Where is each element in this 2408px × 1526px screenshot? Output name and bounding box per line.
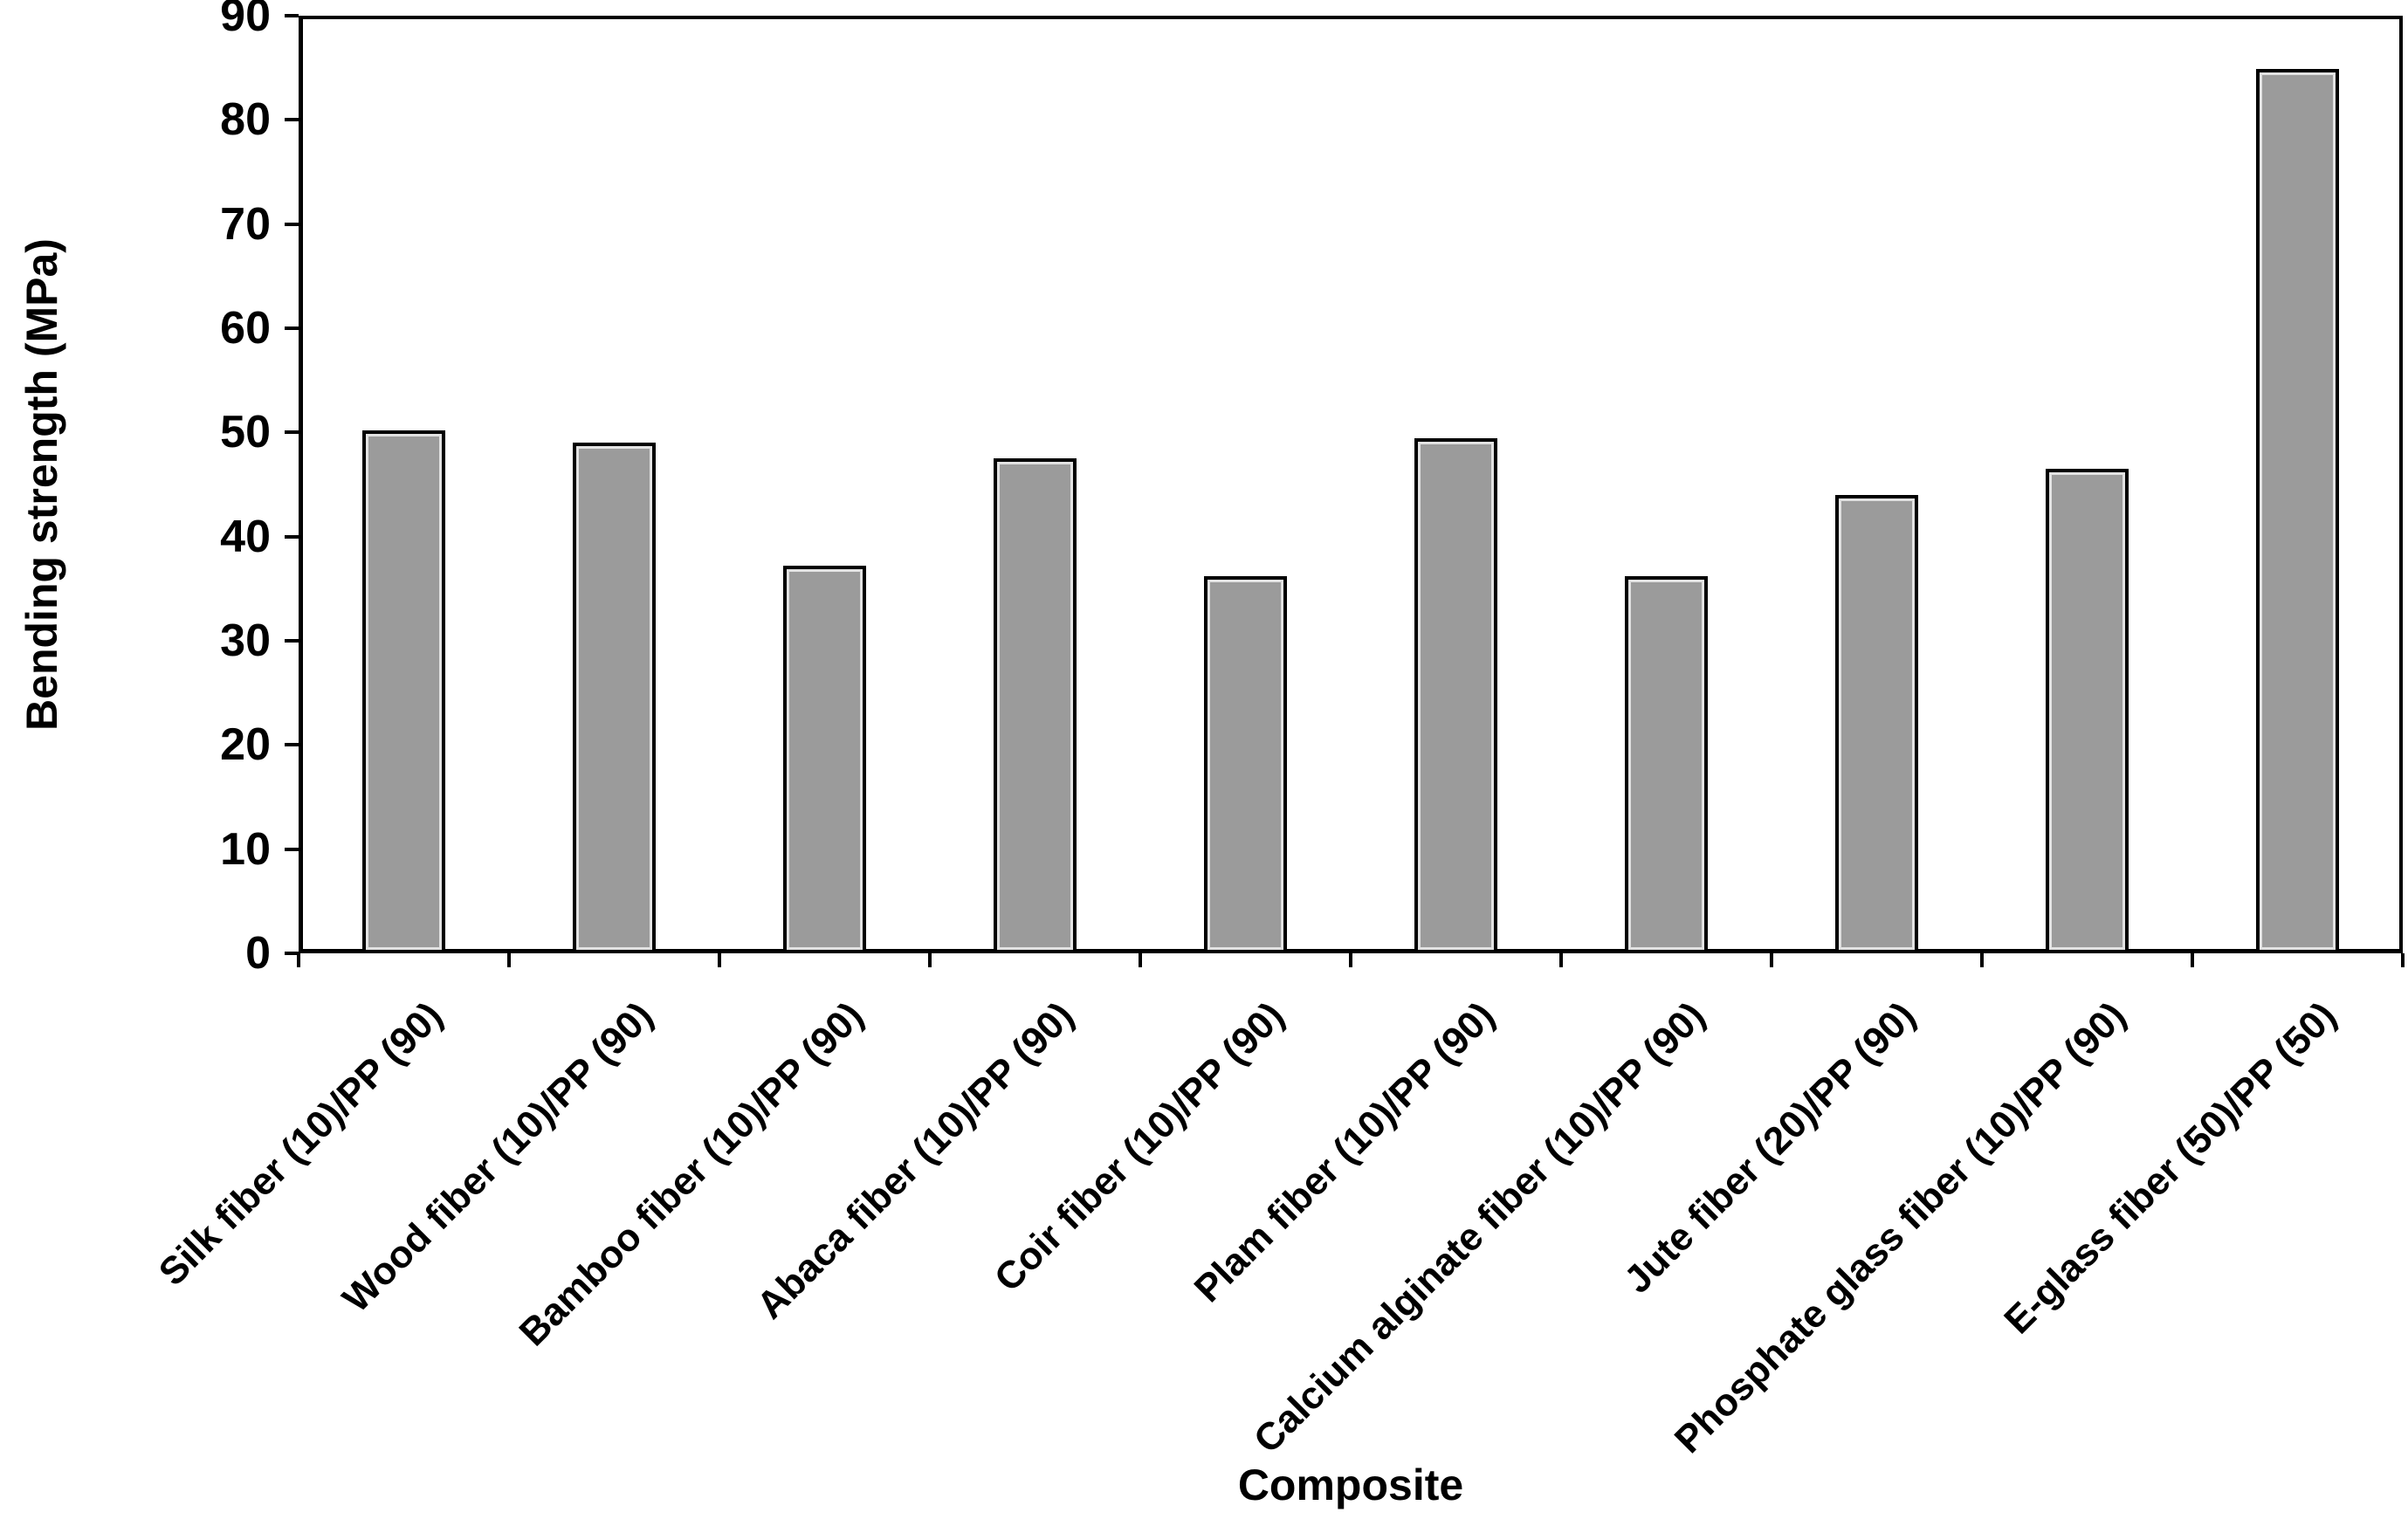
y-axis-tick-label: 0 <box>245 928 271 979</box>
x-axis-tick <box>297 953 300 967</box>
y-axis-tick <box>285 14 299 17</box>
bar <box>2256 68 2339 953</box>
bar <box>1204 576 1287 953</box>
category-label: Phosphate glass fiber (10)/PP (90) <box>1666 993 2134 1462</box>
y-axis-tick-label: 20 <box>220 719 271 771</box>
category-label: Coir fiber (10)/PP (90) <box>986 993 1292 1301</box>
category-label: Calcium alginate fiber (10)/PP (90) <box>1245 993 1713 1462</box>
y-axis-tick <box>285 430 299 435</box>
y-axis-tick <box>285 847 299 851</box>
y-axis-tick <box>285 222 299 226</box>
category-label: Wood fiber (10)/PP (90) <box>334 993 661 1321</box>
bar <box>1414 438 1497 953</box>
y-axis-tick-label: 80 <box>220 94 271 146</box>
y-axis-tick <box>285 952 299 955</box>
category-label: Jute fiber (20)/PP (90) <box>1615 993 1923 1302</box>
y-axis-tick-label: 60 <box>220 303 271 354</box>
category-label: Plam fiber (10)/PP (90) <box>1186 993 1503 1311</box>
x-axis-tick <box>507 953 511 967</box>
y-axis-tick-label: 90 <box>220 0 271 41</box>
x-axis-tick <box>718 953 721 967</box>
y-axis-tick <box>285 743 299 747</box>
category-label: Bamboo fiber (10)/PP (90) <box>511 993 871 1355</box>
x-axis-tick <box>1559 953 1563 967</box>
bar <box>573 443 656 953</box>
y-axis-tick-label: 40 <box>220 511 271 562</box>
category-label: Abaca fiber (10)/PP (90) <box>748 993 1082 1328</box>
x-axis-tick <box>928 953 932 967</box>
x-axis-tick <box>1139 953 1142 967</box>
y-axis-tick <box>285 118 299 122</box>
y-axis-tick <box>285 327 299 330</box>
bar <box>783 566 866 953</box>
y-axis-tick-label: 50 <box>220 407 271 458</box>
x-axis-tick <box>1980 953 1984 967</box>
y-axis-title: Bending strength (MPa) <box>17 238 66 731</box>
bar <box>1625 576 1708 953</box>
x-axis-tick <box>1770 953 1773 967</box>
y-axis-tick <box>285 639 299 643</box>
y-axis-tick-label: 10 <box>220 823 271 875</box>
category-label: E-glass fiber (50)/PP (50) <box>1995 993 2344 1343</box>
bar <box>2046 469 2129 953</box>
y-axis-tick <box>285 534 299 539</box>
bar <box>362 430 445 953</box>
y-axis-tick-label: 70 <box>220 198 271 250</box>
x-axis-title: Composite <box>1237 1461 1464 1509</box>
y-axis-tick-label: 30 <box>220 615 271 666</box>
x-axis-tick <box>2191 953 2194 967</box>
x-axis-tick <box>1349 953 1352 967</box>
bar <box>994 458 1077 953</box>
bar <box>1835 494 1918 953</box>
x-axis-tick <box>2401 953 2405 967</box>
